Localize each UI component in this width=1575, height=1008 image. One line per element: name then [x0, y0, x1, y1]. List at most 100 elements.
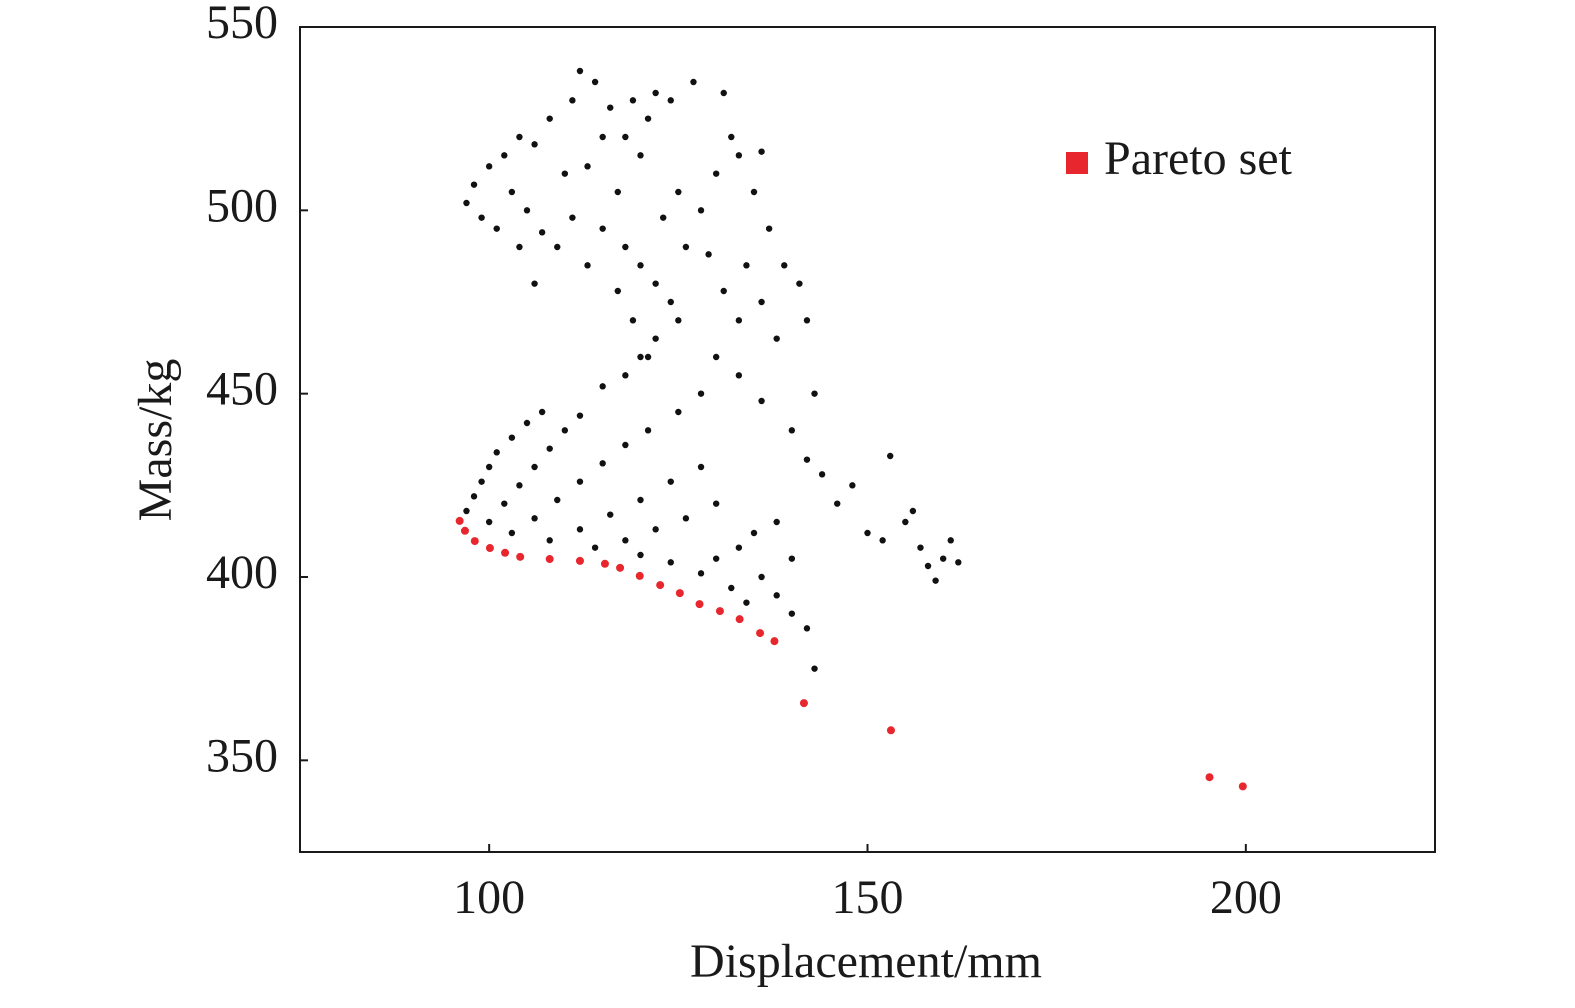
point [531, 515, 538, 522]
point [728, 584, 735, 592]
point [501, 152, 508, 159]
point [773, 592, 780, 599]
point [637, 551, 644, 559]
point [463, 507, 470, 515]
point [508, 529, 516, 537]
point [773, 335, 780, 342]
point [803, 625, 811, 632]
point [455, 516, 464, 525]
point [644, 115, 652, 122]
point [637, 353, 644, 361]
point [463, 199, 470, 207]
point [765, 225, 773, 232]
point [750, 188, 758, 196]
point [909, 507, 917, 515]
point [470, 493, 478, 500]
point [788, 427, 796, 434]
point [758, 573, 765, 581]
point [614, 287, 621, 295]
point [720, 287, 727, 295]
y-tick-label: 500 [206, 179, 278, 232]
point [485, 544, 494, 553]
point [599, 225, 606, 232]
point [728, 133, 735, 141]
point [644, 353, 652, 361]
point [616, 563, 625, 572]
point [682, 515, 690, 522]
point [531, 463, 538, 471]
point [660, 214, 667, 221]
point [756, 629, 765, 638]
point [629, 97, 637, 104]
point [705, 251, 712, 258]
point [697, 463, 705, 471]
point [712, 555, 720, 562]
point [675, 589, 684, 598]
point [652, 335, 659, 342]
point [652, 280, 659, 287]
point [750, 529, 758, 537]
point [1238, 782, 1247, 791]
point [939, 555, 947, 562]
point [523, 419, 531, 427]
point [781, 262, 788, 269]
point [656, 581, 665, 590]
point [599, 133, 606, 141]
point [569, 214, 576, 221]
point [508, 188, 516, 196]
point [607, 511, 614, 518]
y-tick-label: 350 [206, 729, 278, 782]
point [614, 188, 621, 196]
point [682, 243, 690, 251]
point [576, 526, 584, 533]
point [667, 298, 674, 306]
point [675, 408, 682, 416]
point [635, 571, 644, 580]
point [758, 397, 765, 405]
point [788, 610, 796, 617]
legend-label: Pareto set [1104, 132, 1293, 185]
point [715, 607, 724, 616]
point [834, 500, 841, 507]
point [879, 537, 886, 544]
point [803, 317, 811, 324]
point [516, 243, 523, 251]
y-tick-label: 400 [206, 546, 278, 599]
point [546, 537, 553, 544]
point [622, 441, 629, 449]
point [478, 214, 485, 221]
point [508, 434, 516, 441]
y-axis-title: Mass/kg [129, 359, 182, 522]
legend-swatch [1066, 152, 1088, 174]
point [637, 262, 644, 269]
point [667, 478, 674, 485]
point [622, 372, 629, 379]
point [546, 115, 553, 122]
point [501, 500, 508, 507]
point [695, 600, 704, 609]
point [735, 152, 743, 159]
point [788, 555, 796, 562]
point [516, 133, 523, 141]
point [576, 412, 584, 419]
point [622, 133, 629, 141]
point [712, 500, 720, 507]
point [947, 537, 954, 544]
point [576, 478, 584, 485]
point [924, 562, 932, 570]
point [554, 243, 561, 251]
point [735, 544, 743, 551]
point [493, 449, 500, 456]
point [811, 390, 818, 397]
point [770, 637, 779, 646]
point [516, 482, 523, 489]
point [485, 518, 493, 526]
point [796, 280, 803, 287]
point [811, 665, 818, 672]
point [493, 225, 500, 232]
point [591, 78, 599, 86]
point [743, 599, 750, 606]
point [501, 548, 510, 557]
